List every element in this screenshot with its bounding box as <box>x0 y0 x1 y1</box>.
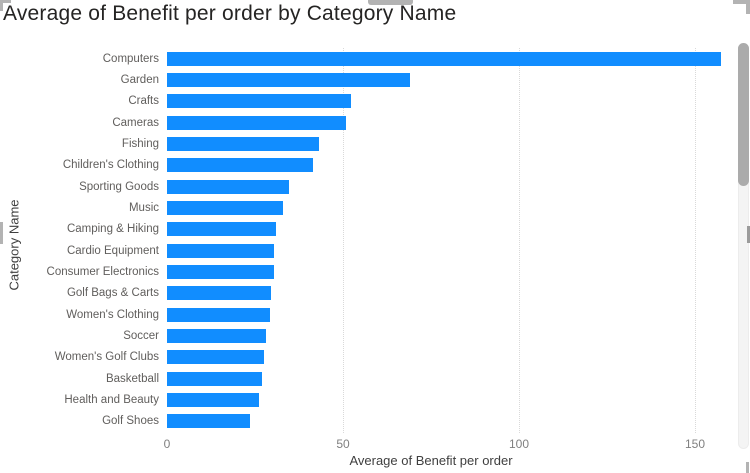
bar-row: Sporting Goods <box>0 176 750 197</box>
bar-row: Golf Shoes <box>0 411 750 432</box>
bar-row: Fishing <box>0 133 750 154</box>
gridline <box>519 48 520 433</box>
category-label: Golf Shoes <box>102 415 159 428</box>
category-label: Cardio Equipment <box>66 244 159 257</box>
bar[interactable] <box>167 51 722 66</box>
category-label: Camping & Hiking <box>66 223 159 236</box>
x-axis-title: Average of Benefit per order <box>349 453 513 468</box>
bar[interactable] <box>167 350 265 365</box>
category-label: Consumer Electronics <box>46 265 159 278</box>
category-label: Soccer <box>123 329 159 342</box>
gridline <box>343 48 344 433</box>
bar[interactable] <box>167 94 352 109</box>
x-axis-tick-label: 100 <box>508 437 530 451</box>
category-label: Cameras <box>112 116 159 129</box>
bar[interactable] <box>167 158 314 173</box>
x-axis-tick-label: 150 <box>684 437 706 451</box>
category-label: Children's Clothing <box>62 159 159 172</box>
plot-area: Computers Garden Crafts Cameras Fishing Child… <box>0 48 750 433</box>
bar[interactable] <box>167 222 277 237</box>
bar-row: Music <box>0 197 750 218</box>
x-axis-tick-label: 0 <box>163 437 171 451</box>
bar[interactable] <box>167 307 270 322</box>
resize-handle-top-right[interactable] <box>733 0 750 14</box>
bar-row: Soccer <box>0 325 750 346</box>
category-label: Music <box>128 201 159 214</box>
bar-row: Crafts <box>0 91 750 112</box>
bar[interactable] <box>167 115 347 130</box>
bar-row: Computers <box>0 48 750 69</box>
category-label: Basketball <box>105 372 159 385</box>
x-axis-tick-label: 50 <box>336 437 350 451</box>
bar-row: Cameras <box>0 112 750 133</box>
resize-handle-top-left[interactable] <box>0 0 11 11</box>
bar-row: Women's Golf Clubs <box>0 347 750 368</box>
bar-row: Camping & Hiking <box>0 219 750 240</box>
bar[interactable] <box>167 136 320 151</box>
bar-row: Consumer Electronics <box>0 261 750 282</box>
bar-row: Children's Clothing <box>0 155 750 176</box>
category-label: Sporting Goods <box>79 180 159 193</box>
bar[interactable] <box>167 414 251 429</box>
category-label: Fishing <box>121 137 159 150</box>
resize-handle-right[interactable] <box>747 226 750 243</box>
bar[interactable] <box>167 264 274 279</box>
category-label: Crafts <box>128 95 159 108</box>
category-label: Health and Beauty <box>64 393 159 406</box>
bar[interactable] <box>167 328 266 343</box>
bar-row: Women's Clothing <box>0 304 750 325</box>
bar[interactable] <box>167 179 290 194</box>
y-axis-title: Category Name <box>6 199 22 291</box>
category-label: Garden <box>120 73 159 86</box>
bar-row: Garden <box>0 69 750 90</box>
gridline <box>695 48 696 433</box>
bar[interactable] <box>167 286 271 301</box>
chart-title: Average of Benefit per order by Category… <box>3 2 457 25</box>
resize-handle-top-center[interactable] <box>368 0 413 5</box>
category-label: Women's Golf Clubs <box>54 351 159 364</box>
bar[interactable] <box>167 200 284 215</box>
category-label: Golf Bags & Carts <box>66 287 159 300</box>
category-label: Women's Clothing <box>66 308 159 321</box>
bar-row: Cardio Equipment <box>0 240 750 261</box>
bar[interactable] <box>167 371 263 386</box>
bar[interactable] <box>167 392 259 407</box>
bar[interactable] <box>167 243 275 258</box>
category-label: Computers <box>102 52 159 65</box>
resize-handle-left[interactable] <box>0 222 3 244</box>
bar-row: Health and Beauty <box>0 389 750 410</box>
bar-row: Basketball <box>0 368 750 389</box>
bar[interactable] <box>167 72 410 87</box>
bar-row: Golf Bags & Carts <box>0 283 750 304</box>
resize-handle-bottom-right[interactable] <box>746 462 749 473</box>
vertical-scrollbar-thumb[interactable] <box>738 43 749 186</box>
